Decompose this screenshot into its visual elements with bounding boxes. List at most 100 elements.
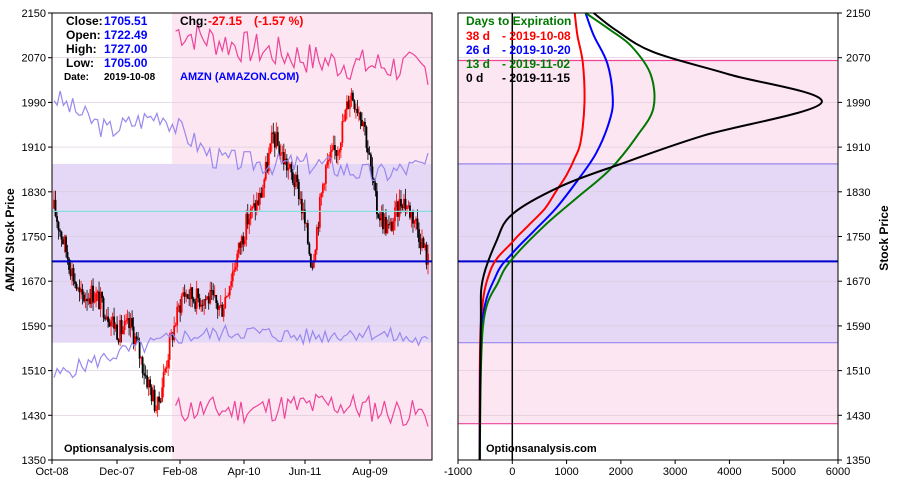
candle-body [54,199,57,217]
probability-panel: 2150 2070 1990 1910 1830 1750 1670 1590 1510 1430… [444,8,891,478]
candle-body [152,389,155,402]
candle-body [367,147,369,153]
candle-body [78,287,81,293]
candle-body [239,242,242,248]
candle-body [344,109,347,121]
candle-body [273,133,276,148]
y-tick-label: 2070 [846,53,870,65]
candle-body [99,292,102,310]
candle-body [189,287,192,299]
candle-body [332,145,335,150]
x-tick-label: Jun-11 [289,466,322,478]
left-x-ticks: Oct-08 Dec-07 Feb-08 Apr-10 Jun-11 Aug-09 [35,460,388,478]
candle-body [198,298,201,307]
x-tick-label: Apr-10 [227,466,260,478]
y-tick-label: 1830 [22,187,46,199]
candle-body [141,357,144,374]
candle-body [200,304,203,307]
candle-body [386,224,389,234]
candle-body [87,298,90,302]
candle-body [356,108,359,114]
candle-body [422,238,425,248]
candle-body [108,322,111,327]
candle-body [410,211,413,218]
candle-body [270,132,273,144]
candle-body [207,296,210,304]
change-percent: (-1.57 %) [254,14,303,28]
candle-body [204,299,207,301]
right-x-ticks: -1000 0 1000 2000 3000 4000 5000 6000 [444,460,850,478]
candle-body [224,297,227,309]
candle-body [89,298,91,304]
candle-body [392,221,395,231]
change-label: Chg: [180,14,207,28]
candle-body [272,132,275,134]
candle-body [371,166,374,179]
candle-body [173,325,176,341]
candle-body [380,212,383,221]
candle-body [395,201,398,208]
candle-body [150,387,153,402]
y-tick-label: 1910 [846,142,870,154]
candle-body [416,218,419,230]
candle-body [147,379,150,388]
legend-entry-date: - 2019-10-08 [502,29,571,43]
candle-body [206,296,209,300]
left-watermark: Optionsanalysis.com [64,443,175,455]
candle-body [401,206,404,208]
candle-body [388,224,390,226]
candle-body [342,120,345,122]
outer-top-band [172,13,432,164]
candle-body [218,306,221,310]
candle-body [135,336,138,339]
candle-body [341,121,344,143]
y-tick-label: 1910 [22,142,46,154]
candle-body [398,199,401,217]
candle-body [219,304,222,307]
candle-body [318,197,321,228]
candle-body [338,150,341,153]
candle-body [93,301,96,303]
candle-body [260,192,263,198]
inner-band-bottom-line [53,323,429,379]
candle-body [406,206,408,210]
candle-body [358,112,360,114]
x-tick-label: 4000 [717,466,741,478]
candle-body [374,182,377,192]
candle-body [62,239,64,245]
y-tick-label: 1670 [22,276,46,288]
candle-body [403,198,405,208]
low-label: Low: [66,56,94,70]
candle-body [138,341,141,359]
candle-body [186,294,189,299]
candle-body [320,193,323,198]
candle-body [86,298,88,302]
candle-body [210,290,213,292]
candle-body [294,174,297,187]
y-tick-label: 1590 [846,321,870,333]
symbol-label: AMZN (AMAZON.COM) [180,71,299,83]
candle-body [234,266,237,270]
candle-body [248,218,251,225]
candle-body [60,231,63,240]
candle-body [415,218,417,222]
candle-body [56,216,58,222]
candle-body [182,292,185,297]
candle-body [383,216,386,230]
x-tick-label: -1000 [444,466,472,478]
candle-body [228,286,231,296]
candle-body [394,207,396,222]
candle-body [185,294,188,297]
candle-body [240,236,243,248]
candle-body [297,181,300,199]
candle-body [183,292,186,297]
y-tick-label: 2070 [22,53,46,65]
candle-body [113,316,115,329]
candle-body [126,318,129,321]
candle-body [114,324,117,329]
candle-body [377,214,380,218]
x-tick-label: 0 [509,466,515,478]
candle-body [263,179,266,189]
candle-body [361,119,363,127]
price-panel: 2150 2070 1990 1910 1830 1750 1670 1590 1510 1430… [3,8,433,478]
